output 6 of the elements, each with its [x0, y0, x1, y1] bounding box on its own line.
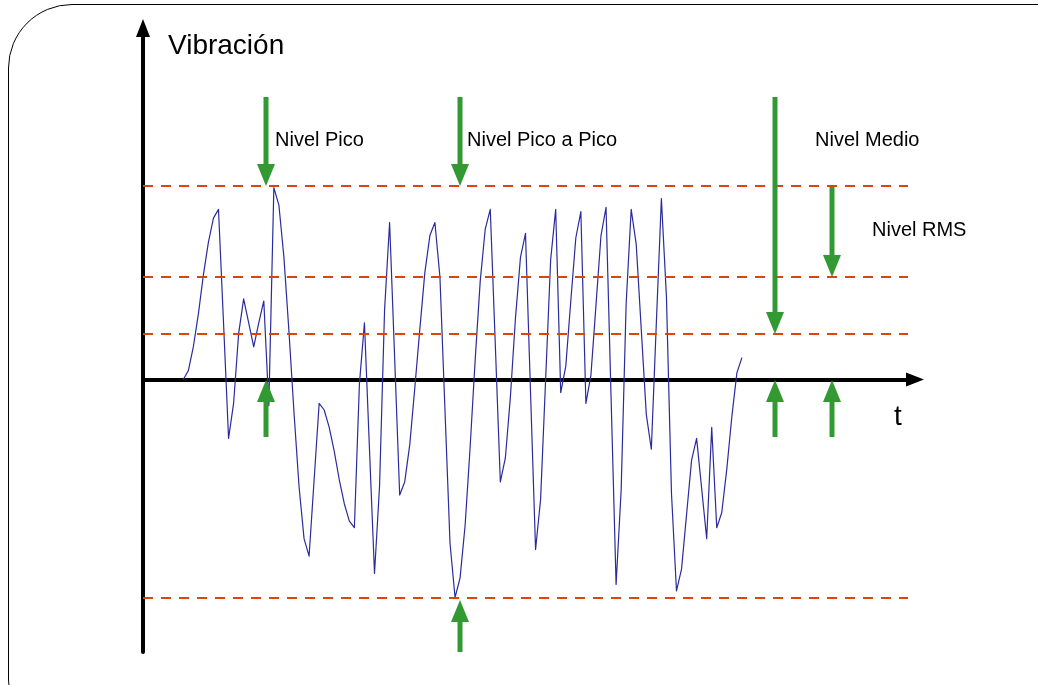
x-axis-title: t — [894, 399, 902, 431]
text: Nivel Pico a Pico — [467, 128, 618, 150]
annotation: Nivel RMS — [872, 218, 967, 240]
text: Vibración — [168, 28, 285, 60]
text: Nivel Medio — [815, 128, 920, 150]
text: Nivel Pico — [275, 128, 364, 150]
